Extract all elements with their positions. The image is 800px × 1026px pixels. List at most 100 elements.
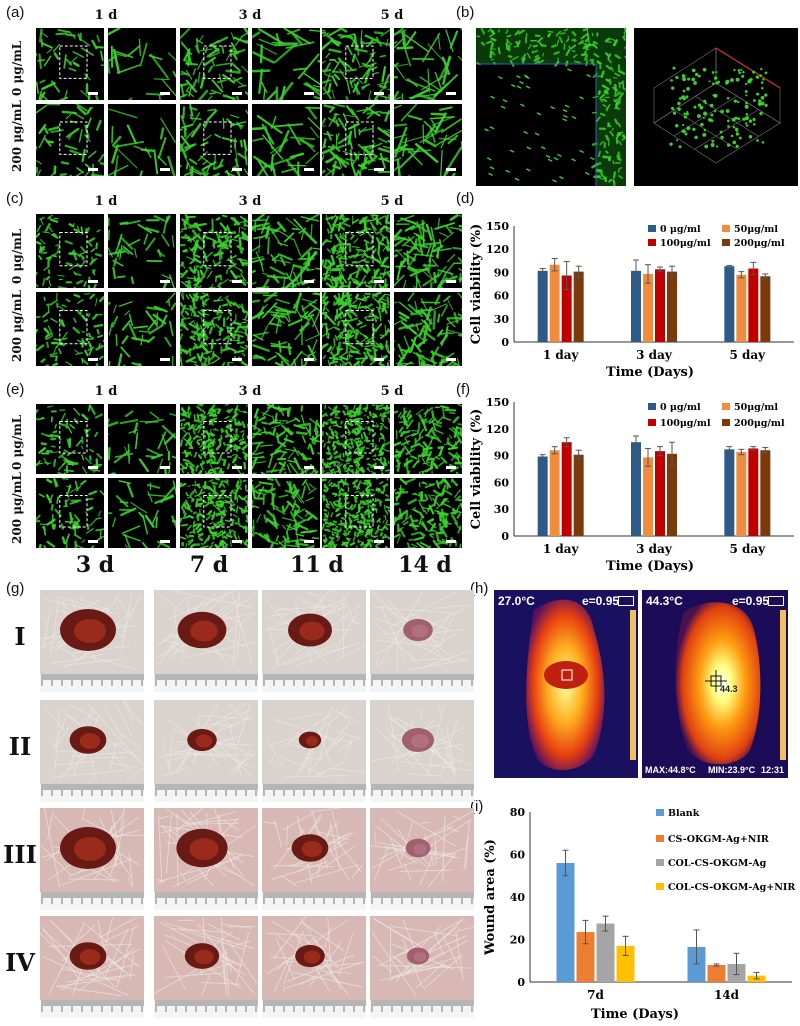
wound-photo [154, 700, 258, 802]
bar [655, 451, 665, 536]
scale-bar [304, 540, 314, 543]
scale-bar [88, 358, 98, 361]
bar [574, 272, 584, 342]
micrograph-overview [36, 28, 104, 100]
wound-photo [154, 916, 258, 1018]
legend-label: COL-CS-OKGM-Ag [668, 858, 767, 869]
micrograph-overview [180, 404, 248, 474]
x-tick-label: 14d [714, 988, 740, 1002]
scale-bar [374, 92, 384, 95]
micrograph-zoom [394, 104, 462, 176]
micrograph-time-label: 5 d [322, 194, 462, 209]
x-tick-label: 5 day [729, 542, 766, 556]
panel-label-a: (a) [6, 4, 24, 21]
y-tick-label: 0 [517, 976, 525, 989]
legend-label: Blank [668, 808, 700, 819]
scale-bar [232, 540, 242, 543]
micrograph-zoom [252, 292, 320, 366]
thermal-min: MIN:23.9°C [708, 765, 755, 775]
y-tick-label: 80 [510, 806, 526, 819]
thermal-max: MAX:44.8°C [645, 765, 696, 775]
legend-swatch [722, 225, 730, 232]
bar [550, 265, 560, 342]
scale-bar [374, 466, 384, 469]
y-tick-label: 0 [501, 530, 509, 543]
micrograph-concentration-label: 200 μg/mL [10, 472, 24, 544]
micrograph-time-label: 5 d [322, 384, 462, 399]
scale-bar [304, 168, 314, 171]
scale-bar [232, 466, 242, 469]
legend-label: COL-CS-OKGM-Ag+NIR [668, 882, 795, 893]
micrograph-overview [180, 28, 248, 100]
healing-group-label: III [0, 840, 40, 869]
scale-bar [160, 92, 170, 95]
micrograph-overview [322, 404, 390, 474]
x-tick-label: 3 day [636, 348, 673, 362]
thermal-clock: 12:31 [761, 765, 784, 775]
micrograph-overview [322, 214, 390, 288]
legend-label: 0 μg/ml [660, 224, 701, 235]
micrograph-overview [180, 214, 248, 288]
wound-photo [370, 808, 474, 910]
micrograph-overview [180, 292, 248, 366]
wound-photo [370, 700, 474, 802]
healing-time-label: 11 d [262, 552, 372, 578]
bar [597, 924, 615, 982]
healing-group-label: I [0, 622, 40, 651]
scale-bar [446, 466, 456, 469]
micrograph-zoom [108, 104, 176, 176]
legend-label: 100μg/ml [660, 238, 711, 249]
bar [708, 965, 726, 982]
micrograph-zoom [252, 28, 320, 100]
battery-icon [618, 596, 634, 606]
bar [760, 450, 770, 536]
bar [538, 271, 548, 342]
legend-swatch [722, 419, 730, 426]
micrograph-zoom [108, 404, 176, 474]
scale-bar [446, 280, 456, 283]
bar [655, 269, 665, 342]
bar [631, 442, 641, 536]
bar [562, 442, 572, 536]
legend-swatch [648, 239, 656, 246]
micrograph-overview [36, 104, 104, 176]
scale-bar [232, 92, 242, 95]
x-tick-label: 7d [587, 988, 604, 1002]
y-axis-label: Cell viability (%) [469, 409, 484, 530]
y-tick-label: 60 [494, 290, 510, 303]
scale-bar [232, 280, 242, 283]
micrograph-overview [180, 104, 248, 176]
y-tick-label: 30 [494, 313, 510, 326]
micrograph-zoom [108, 478, 176, 548]
healing-time-label: 14 d [370, 552, 480, 578]
x-tick-label: 5 day [729, 348, 766, 362]
wound-photo [40, 590, 144, 692]
y-tick-label: 90 [494, 450, 510, 463]
legend-swatch [722, 403, 730, 410]
x-axis-label: Time (Days) [606, 559, 694, 574]
scale-bar [160, 168, 170, 171]
legend-label: 50μg/ml [734, 224, 778, 235]
micrograph-zoom [394, 292, 462, 366]
scale-bar [374, 358, 384, 361]
bar [557, 863, 575, 982]
scale-bar [160, 280, 170, 283]
legend-label: 100μg/ml [660, 418, 711, 429]
wound-photo [40, 700, 144, 802]
micrograph-time-label: 3 d [180, 384, 320, 399]
legend-swatch [656, 809, 664, 816]
x-tick-label: 1 day [543, 542, 580, 556]
micrograph-concentration-label: 200 μg/mL [10, 100, 24, 172]
scale-bar [446, 540, 456, 543]
confocal-3d-view [634, 28, 798, 186]
scale-bar [446, 358, 456, 361]
bar [736, 275, 746, 342]
legend-swatch [648, 419, 656, 426]
scale-bar [88, 280, 98, 283]
legend-swatch [648, 225, 656, 232]
y-tick-label: 40 [510, 891, 526, 904]
y-tick-label: 150 [486, 396, 509, 409]
wound-photo [262, 808, 366, 910]
wound-photo [154, 590, 258, 692]
